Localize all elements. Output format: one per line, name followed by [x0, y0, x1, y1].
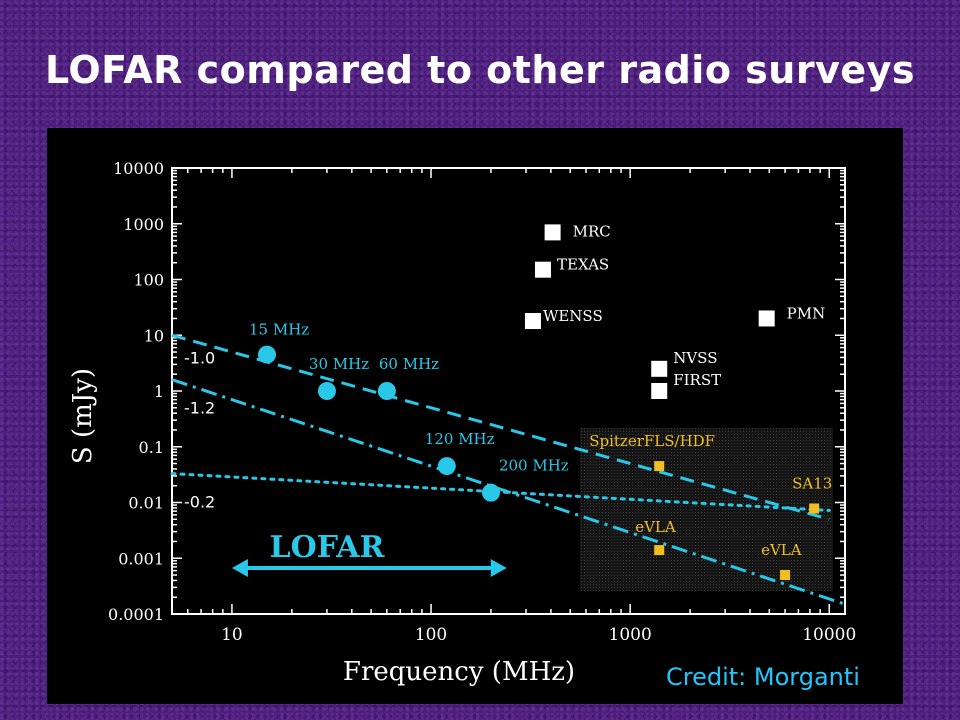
y-tick-label: 1000 — [123, 215, 164, 234]
lofar-point — [377, 382, 396, 400]
y-tick-label: 0.1 — [139, 438, 164, 457]
future-survey-marker — [654, 545, 665, 556]
spectral-index-label: -1.2 — [184, 399, 215, 418]
existing-survey-marker — [758, 310, 775, 327]
lofar-point-label: 60 MHz — [379, 355, 439, 373]
future-survey-marker — [654, 461, 665, 472]
x-axis-label: Frequency (MHz) — [343, 657, 575, 687]
existing-survey-marker — [544, 224, 561, 241]
lofar-point — [257, 345, 276, 364]
y-tick-label: 0.001 — [118, 549, 164, 568]
spectral-index-label: -0.2 — [184, 493, 215, 512]
existing-survey-label: MRC — [573, 222, 611, 240]
future-survey-label: SpitzerFLS/HDF — [589, 432, 715, 450]
x-tick-label: 1000 — [609, 625, 652, 645]
y-tick-label: 0.01 — [128, 494, 164, 513]
y-tick-label: 100 — [133, 271, 164, 290]
future-survey-marker — [809, 503, 820, 514]
x-tick-label: 100 — [415, 625, 447, 645]
y-tick-label: 0.0001 — [108, 605, 164, 624]
credit-text: Credit: Morganti — [666, 663, 860, 691]
slide-title: LOFAR compared to other radio surveys — [44, 48, 916, 92]
lofar-point-label: 30 MHz — [309, 355, 369, 373]
y-tick-label: 10 — [144, 326, 164, 345]
lofar-point-label: 200 MHz — [499, 457, 569, 475]
existing-survey-label: TEXAS — [557, 256, 609, 274]
existing-survey-label: NVSS — [673, 349, 717, 367]
y-tick-label: 1 — [154, 382, 164, 401]
lofar-point-label: 15 MHz — [249, 321, 309, 339]
existing-survey-label: WENSS — [543, 307, 603, 325]
existing-survey-label: PMN — [787, 304, 826, 322]
lofar-point — [317, 382, 336, 400]
existing-survey-marker — [534, 261, 551, 278]
future-survey-marker — [780, 570, 791, 581]
spectral-line — [170, 472, 831, 512]
lofar-point — [437, 457, 456, 476]
lofar-range-arrowhead-left — [231, 559, 248, 577]
lofar-range-arrowhead-right — [490, 559, 507, 577]
x-tick-label: 10000 — [802, 625, 856, 645]
existing-survey-marker — [651, 383, 668, 399]
spectral-index-label: -1.0 — [184, 348, 215, 367]
future-survey-label: eVLA — [635, 518, 676, 536]
future-survey-label: eVLA — [761, 541, 802, 559]
y-axis-label: S (mJy) — [68, 368, 98, 464]
existing-survey-marker — [524, 313, 541, 330]
y-tick-label: 10000 — [113, 159, 164, 178]
existing-survey-marker — [651, 360, 668, 377]
lofar-point-label: 120 MHz — [425, 430, 495, 448]
chart-panel: 10 100 1000 10000 10000 1000 100 10 1 0.1 0.01 0.00… — [47, 128, 903, 704]
existing-survey-label: FIRST — [673, 371, 721, 389]
spectral-line — [171, 333, 830, 521]
lofar-range-label: LOFAR — [270, 530, 386, 565]
survey-chart: 10 100 1000 10000 10000 1000 100 10 1 0.1 0.01 0.00… — [68, 159, 856, 687]
future-survey-label: SA13 — [792, 475, 832, 493]
x-tick-label: 10 — [221, 625, 243, 645]
lofar-point — [481, 483, 500, 502]
